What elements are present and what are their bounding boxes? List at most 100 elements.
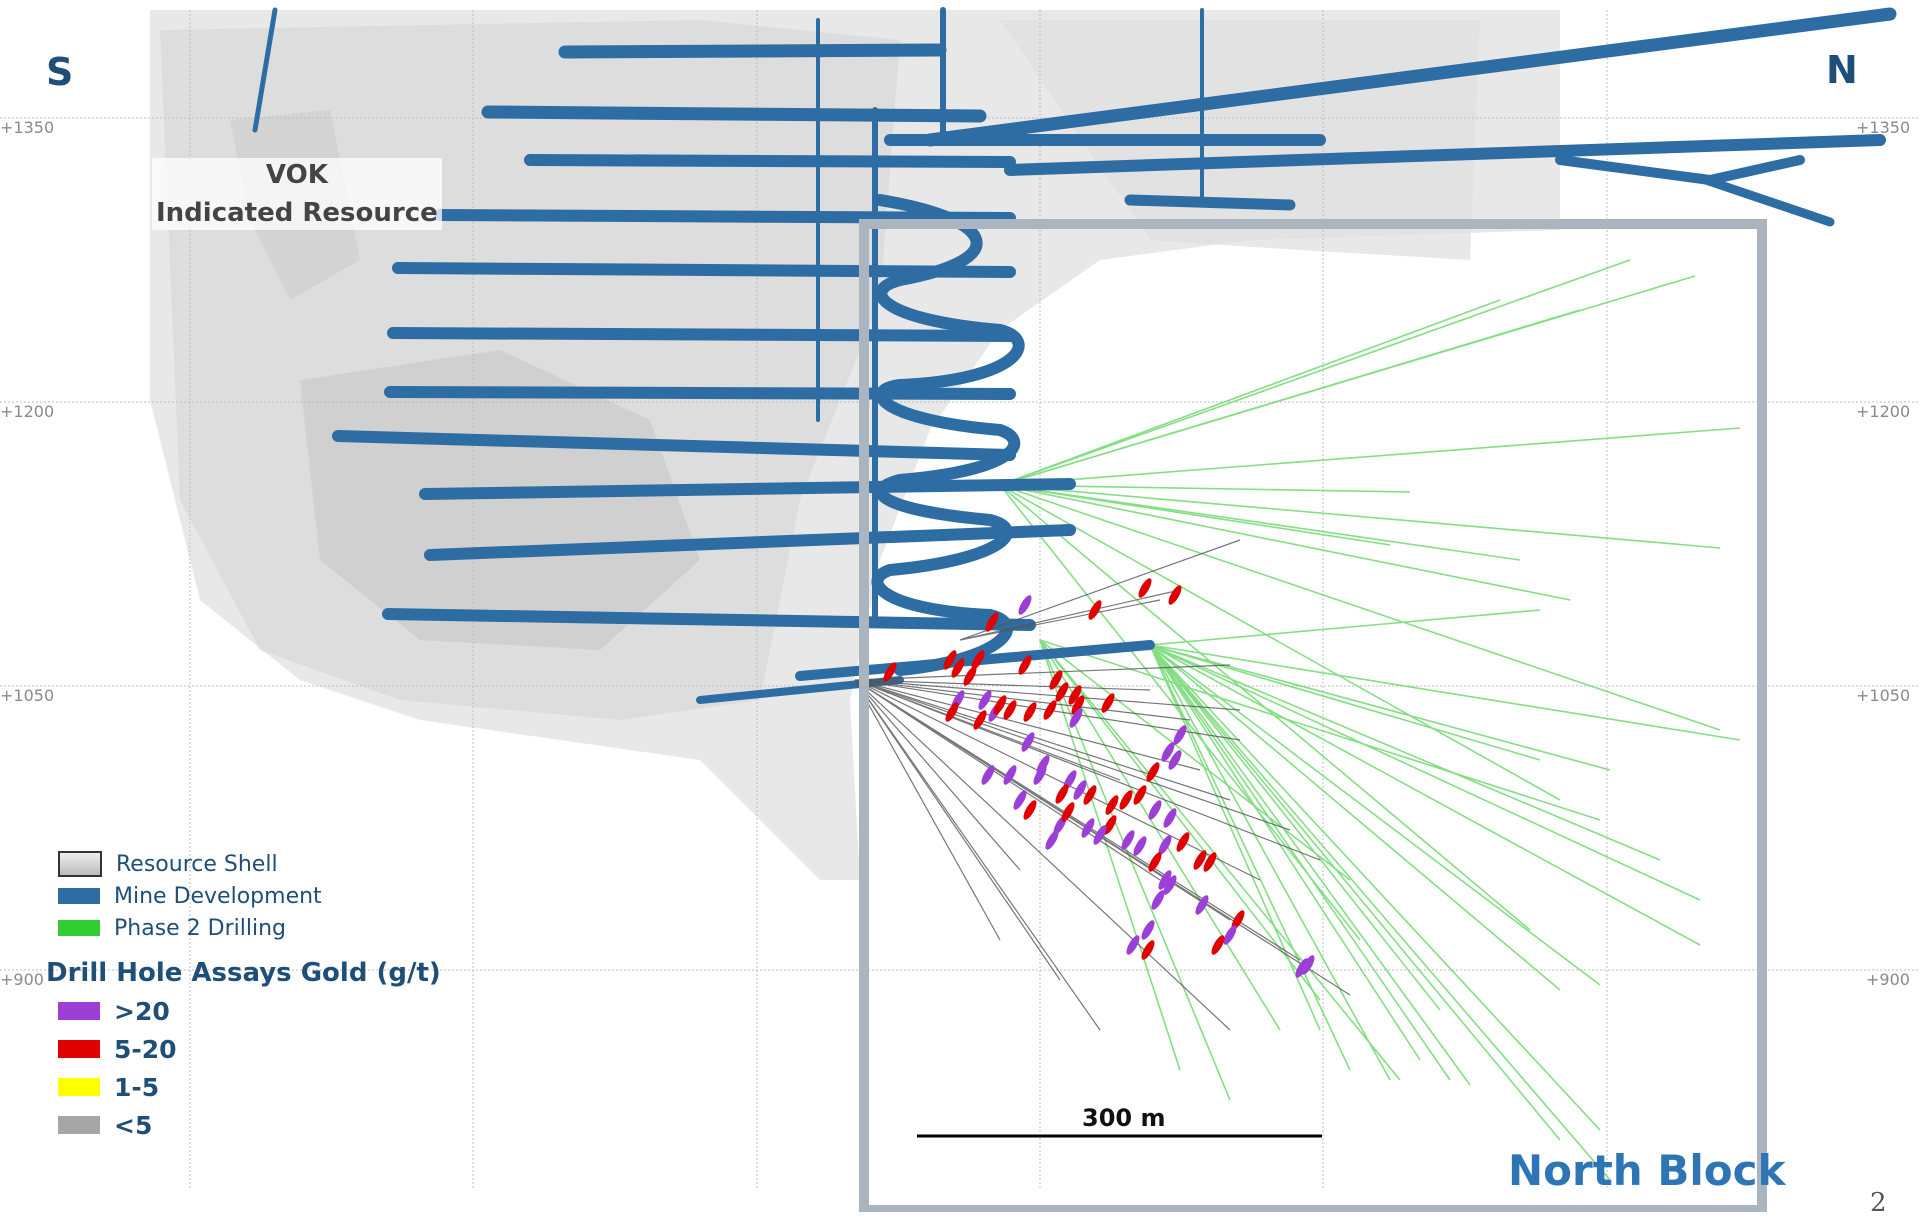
assay-intercept — [1023, 800, 1037, 820]
phase-2-drill-trace — [1039, 639, 1181, 1071]
drill-hole-trace — [854, 679, 1291, 831]
assay-intercept — [973, 710, 987, 730]
assay-intercept — [1176, 832, 1190, 852]
assay-intercept — [1138, 578, 1152, 598]
phase-2-drill-trace — [999, 427, 1741, 486]
assay-intercept — [1055, 784, 1069, 804]
assay-label: <5 — [114, 1110, 153, 1140]
phase-2-drill-trace — [1039, 639, 1321, 1001]
phase-2-drill-trace — [999, 484, 1721, 731]
phase-2-drill-trace — [1149, 644, 1601, 1131]
assay-intercept — [1295, 958, 1309, 978]
resource-label: VOK Indicated Resource — [152, 158, 442, 230]
assay-intercept — [1049, 670, 1063, 690]
phase-2-drill-trace — [999, 484, 1571, 601]
phase-2-drill-trace — [999, 259, 1631, 486]
elevation-label-1350-right: +1350 — [1856, 118, 1911, 137]
north-label: N — [1826, 48, 1858, 92]
assay-intercept — [1083, 785, 1097, 805]
legend: Resource Shell Mine Development Phase 2 … — [46, 848, 441, 1144]
drill-hole-trace — [854, 679, 1101, 1031]
phase-2-drill-trace — [1149, 644, 1441, 1011]
assay-intercept — [1088, 600, 1102, 620]
drill-hole-trace — [854, 679, 1061, 981]
assay-intercept — [1023, 702, 1037, 722]
drill-hole-trace — [854, 679, 1191, 721]
grid — [0, 10, 1920, 1190]
assay-legend-1-5: 1-5 — [46, 1068, 441, 1106]
assay-intercept — [1071, 695, 1085, 715]
assay-legend-gt20: >20 — [46, 992, 441, 1030]
phase-2-drill-trace — [999, 484, 1521, 561]
phase-2-drill-trace — [999, 299, 1501, 486]
assay-intercept — [1158, 835, 1172, 855]
drill-hole-trace — [854, 679, 1001, 941]
phase-2-drill-trace — [1149, 644, 1321, 1031]
north-block-frame — [859, 219, 1767, 1215]
drill-hole-trace — [854, 664, 1231, 681]
assay-intercept — [1033, 765, 1047, 785]
drill-hole-trace — [854, 679, 1231, 801]
assay-legend-lt5: <5 — [46, 1106, 441, 1144]
assay-intercept — [1168, 750, 1182, 770]
north-block-label: North Block — [1508, 1146, 1786, 1195]
page-number: 2 — [1870, 1188, 1887, 1218]
drill-hole-trace — [854, 679, 1121, 781]
legend-item-phase-2-drilling: Phase 2 Drilling — [46, 912, 441, 944]
assay-intercept — [1163, 808, 1177, 828]
assay-intercept — [1043, 700, 1057, 720]
assay-intercept — [1168, 585, 1182, 605]
assay-intercept — [1045, 830, 1059, 850]
assay-legend-5-20: 5-20 — [46, 1030, 441, 1068]
drill-hole-trace — [854, 679, 1241, 711]
south-label: S — [46, 50, 74, 94]
elevation-label-900-right: +900 — [1866, 970, 1910, 989]
assay-intercept — [1119, 790, 1133, 810]
mine-development-swatch — [58, 888, 100, 904]
assay-legend-title: Drill Hole Assays Gold (g/t) — [46, 958, 441, 988]
assay-label: >20 — [114, 996, 170, 1026]
elevation-label-1050-right: +1050 — [1856, 686, 1911, 705]
legend-item-mine-development: Mine Development — [46, 880, 441, 912]
assay-intercept — [1121, 830, 1135, 850]
assay-intercept — [1141, 920, 1155, 940]
elevation-label-1200-right: +1200 — [1856, 402, 1911, 421]
legend-label: Mine Development — [114, 883, 322, 909]
assay-intercept — [1146, 762, 1160, 782]
assay-intercept — [951, 658, 965, 678]
assay-intercept — [1211, 935, 1225, 955]
assay-intercept — [1231, 910, 1245, 930]
assay-intercept — [1101, 693, 1115, 713]
assay-intercept — [1073, 780, 1087, 800]
assay-swatch-lt5 — [58, 1116, 100, 1134]
drill-hole-trace — [854, 679, 1231, 1031]
phase-2-drill-trace — [1149, 644, 1351, 1071]
phase-2-drill-trace — [1149, 644, 1661, 861]
assay-intercept — [1193, 850, 1207, 870]
legend-label: Resource Shell — [116, 851, 278, 877]
phase-2-drill-trace — [1149, 644, 1541, 761]
legend-item-resource-shell: Resource Shell — [46, 848, 441, 880]
assay-intercept — [1223, 925, 1237, 945]
phase-2-drill-trace — [1149, 644, 1701, 901]
assay-intercept — [1161, 742, 1175, 762]
phase-2-drill-trace — [1149, 644, 1741, 741]
phase-2-drill-trace — [1149, 644, 1611, 771]
assay-swatch-5-20 — [58, 1040, 100, 1058]
phase-2-drill-trace — [1149, 644, 1451, 1081]
drill-hole-trace — [854, 679, 1301, 961]
assay-intercept — [1203, 852, 1217, 872]
phase-2-drill-trace — [1039, 639, 1351, 881]
assay-intercept — [1003, 700, 1017, 720]
assay-intercept — [943, 650, 957, 670]
phase-2-drill-trace — [1149, 644, 1391, 1081]
assay-label: 5-20 — [114, 1034, 177, 1064]
assay-intercept — [971, 650, 985, 670]
assay-intercept — [1069, 708, 1083, 728]
drill-hole-trace — [959, 539, 1241, 641]
assay-intercept — [1013, 790, 1027, 810]
drill-hole-trace — [854, 679, 1201, 771]
drill-hole-trace — [854, 679, 1151, 691]
phase-2-drilling-swatch — [58, 920, 100, 936]
